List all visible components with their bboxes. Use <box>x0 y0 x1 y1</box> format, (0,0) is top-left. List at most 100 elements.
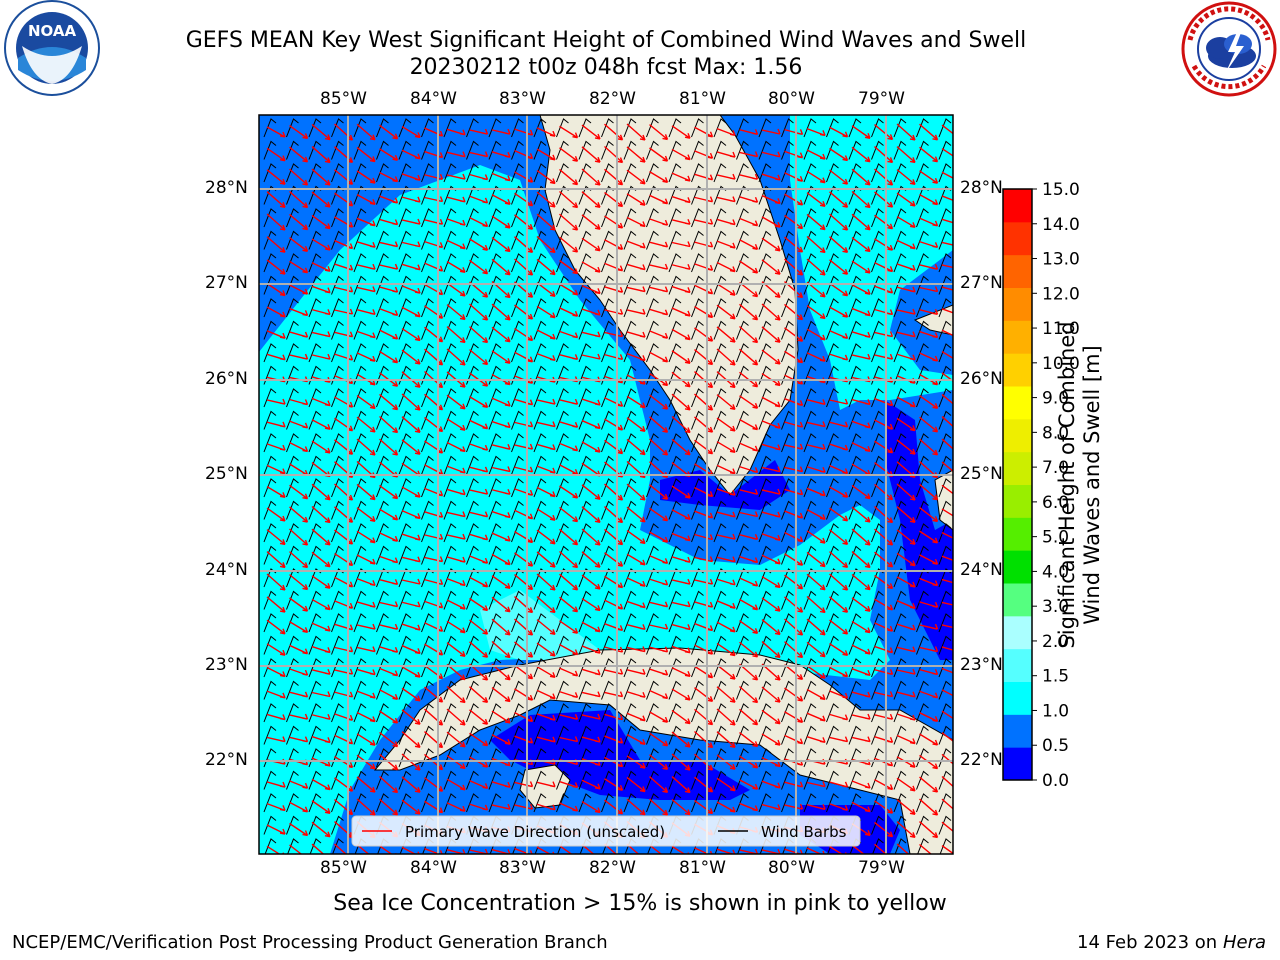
colorbar-tick-label: 7.0 <box>1042 458 1069 478</box>
wind-barb <box>871 163 884 183</box>
wind-barb <box>623 590 637 610</box>
wave-direction-arrow <box>829 353 849 361</box>
wave-direction-arrow <box>469 419 489 430</box>
wind-barb <box>331 163 344 183</box>
wave-direction-arrow <box>536 169 556 185</box>
wave-direction-arrow <box>716 664 736 680</box>
wave-direction-arrow <box>559 330 579 339</box>
wind-barb <box>511 680 524 700</box>
wind-barb <box>781 545 794 565</box>
wind-barb <box>308 230 322 250</box>
wind-barb <box>668 275 682 295</box>
wind-barb <box>263 613 277 633</box>
wave-direction-arrow <box>739 685 759 704</box>
wind-barb <box>511 253 524 273</box>
wind-barb <box>916 433 929 453</box>
wind-barb <box>826 635 839 655</box>
wind-barb <box>376 793 389 813</box>
wind-barb <box>488 365 502 385</box>
wind-barb <box>398 253 412 273</box>
wind-barb <box>466 658 479 678</box>
wind-barb <box>556 545 569 565</box>
wind-barb <box>646 118 659 138</box>
wind-barb <box>308 163 322 183</box>
wind-barb <box>871 253 884 273</box>
wave-direction-arrow <box>851 284 871 295</box>
wave-direction-arrow <box>356 798 376 816</box>
lon-label-bottom-84: 84°W <box>410 858 457 878</box>
wind-barb <box>623 230 637 250</box>
wave-direction-arrow <box>694 687 714 703</box>
wave-direction-arrow <box>266 736 286 743</box>
wave-direction-arrow <box>941 531 953 539</box>
wind-barb <box>623 478 637 498</box>
wave-direction-arrow <box>266 259 286 275</box>
wave-direction-arrow <box>739 620 759 634</box>
wave-direction-arrow <box>806 398 826 406</box>
wind-barb <box>668 680 682 700</box>
wind-barb <box>511 613 524 633</box>
wave-direction-arrow <box>289 713 309 720</box>
wave-direction-arrow <box>694 263 714 271</box>
wind-barb <box>331 320 344 340</box>
wave-direction-arrow <box>604 286 624 293</box>
wind-barb <box>916 590 929 610</box>
wave-direction-arrow <box>716 708 736 726</box>
wind-barb <box>713 793 727 813</box>
wind-barb <box>578 725 592 745</box>
wave-direction-arrow <box>829 666 849 678</box>
wind-barb <box>938 253 952 273</box>
wave-direction-arrow <box>784 711 804 723</box>
wave-direction-arrow <box>874 622 894 632</box>
wave-direction-arrow <box>536 803 556 811</box>
wave-direction-arrow <box>851 398 871 406</box>
wind-barb <box>556 388 569 408</box>
wind-barb <box>578 703 592 723</box>
wind-barb <box>533 163 547 183</box>
wind-barb <box>511 410 524 430</box>
wave-direction-arrow <box>694 393 714 411</box>
wave-direction-arrow <box>289 822 309 837</box>
wind-barb <box>781 793 794 813</box>
wind-barb <box>421 118 434 138</box>
wind-barb <box>398 433 412 453</box>
wave-direction-arrow <box>761 128 781 135</box>
wave-direction-arrow <box>514 618 534 636</box>
wind-barb <box>556 500 569 520</box>
wave-direction-arrow <box>536 781 556 788</box>
wave-direction-arrow <box>896 691 916 698</box>
wave-direction-arrow <box>379 148 399 161</box>
wind-barb <box>511 725 524 745</box>
wind-barb <box>803 545 817 565</box>
wave-direction-arrow <box>356 668 376 676</box>
wind-barb <box>916 410 929 430</box>
wave-direction-arrow <box>289 441 309 453</box>
wind-barb <box>826 455 839 475</box>
wave-direction-arrow <box>784 687 804 702</box>
wave-direction-arrow <box>514 803 534 810</box>
wave-direction-arrow <box>874 645 894 654</box>
wind-barb <box>826 163 839 183</box>
wind-barb <box>511 635 524 655</box>
wind-barb <box>691 230 704 250</box>
wave-direction-arrow <box>874 146 894 164</box>
wind-barb <box>938 635 952 655</box>
wind-barb <box>826 298 839 318</box>
wind-barb <box>938 770 952 790</box>
wind-barb <box>286 410 299 430</box>
wind-barb <box>286 118 299 138</box>
wind-barb <box>938 275 952 295</box>
wave-direction-arrow <box>829 236 849 253</box>
wind-barb <box>533 253 547 273</box>
wind-barb <box>623 770 637 790</box>
wave-direction-arrow <box>716 261 736 273</box>
wind-barb <box>646 613 659 633</box>
wave-direction-arrow <box>311 440 331 454</box>
wave-direction-arrow <box>761 709 781 725</box>
wind-barb <box>916 635 929 655</box>
wave-direction-arrow <box>739 196 759 203</box>
wave-direction-arrow <box>356 308 376 316</box>
wave-direction-arrow <box>559 236 579 253</box>
wave-direction-arrow <box>919 438 939 456</box>
wave-direction-arrow <box>671 776 691 794</box>
